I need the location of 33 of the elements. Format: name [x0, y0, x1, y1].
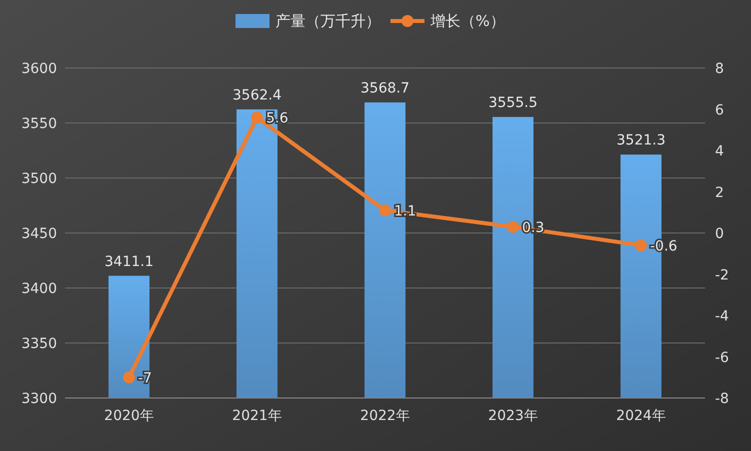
y-tick-label: 3300	[21, 391, 57, 407]
point	[507, 220, 519, 233]
legend-label: 增长（%）	[430, 12, 505, 30]
data-label: 3411.1	[104, 254, 154, 270]
x-tick-label: 2023年	[488, 408, 538, 424]
y2-tick-label: -6	[715, 350, 730, 366]
y-tick-label: 3550	[21, 116, 57, 132]
data-label: 3568.7	[360, 80, 410, 96]
y2-tick-label: 4	[715, 144, 724, 160]
y-tick-label: 3450	[21, 226, 57, 242]
point	[123, 371, 135, 384]
x-tick-label: 2024年	[616, 408, 666, 424]
y-tick-label: 3400	[21, 281, 57, 297]
legend-label: 产量（万千升）	[276, 12, 380, 30]
data-label: 3555.5	[488, 94, 538, 111]
y2-tick-label: -2	[715, 267, 729, 284]
y2-tick-label: -4	[715, 308, 730, 324]
y-tick-label: 3600	[21, 61, 57, 77]
point	[635, 239, 647, 252]
y2-tick-label: 8	[715, 61, 724, 77]
data-label: 3521.3	[616, 132, 666, 149]
y2-tick-label: 2	[715, 184, 724, 201]
y2-tick-label: -8	[715, 391, 729, 407]
y-tick-label: 3500	[21, 171, 57, 187]
y-tick-label: 3350	[21, 336, 57, 352]
y2-tick-label: 0	[715, 226, 724, 242]
y2-tick-label: 6	[715, 102, 724, 118]
point	[379, 204, 391, 216]
x-tick-label: 2022年	[360, 408, 410, 424]
point	[251, 112, 263, 124]
x-tick-label: 2021年	[232, 408, 282, 424]
data-label: 3562.4	[232, 87, 282, 104]
x-tick-label: 2020年	[104, 408, 154, 424]
